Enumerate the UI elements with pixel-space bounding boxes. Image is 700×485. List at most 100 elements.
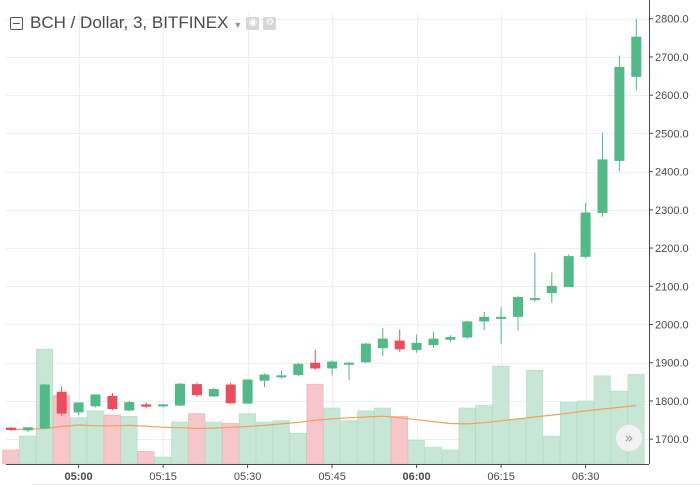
candle — [597, 132, 608, 217]
candle — [496, 307, 507, 344]
candle-body — [360, 343, 371, 363]
candle-body — [6, 427, 16, 430]
candle-body — [614, 66, 625, 161]
candle — [259, 373, 270, 388]
moving-average-line — [10, 404, 637, 431]
candle — [614, 55, 625, 172]
collapse-legend-icon[interactable] — [10, 16, 23, 30]
candle-body — [208, 389, 219, 397]
candle — [563, 254, 574, 288]
volume-bar — [593, 375, 611, 465]
chevron-down-icon[interactable]: ▼ — [233, 19, 243, 30]
candle-body — [310, 362, 321, 369]
candle-body — [259, 374, 270, 381]
candle-body — [22, 427, 33, 431]
candle-body — [242, 379, 253, 404]
candle — [360, 342, 371, 364]
volume-bar — [137, 451, 155, 465]
candle — [73, 402, 84, 416]
candle-body — [411, 342, 422, 351]
candle — [428, 332, 439, 348]
scroll-to-realtime-button[interactable]: » — [615, 424, 643, 452]
candle — [56, 386, 67, 417]
candle — [344, 361, 354, 380]
candle — [445, 335, 456, 342]
candle-body — [580, 212, 591, 257]
visibility-eye-icon[interactable]: ◉ — [246, 16, 260, 30]
candle — [22, 426, 33, 433]
volume-bar — [492, 365, 510, 465]
price-tick-label: 1800.0 — [655, 396, 689, 408]
candle-body — [276, 375, 287, 378]
candles — [6, 18, 642, 433]
volume-bar — [221, 423, 239, 465]
candle — [124, 400, 135, 412]
price-tick-label: 2100.0 — [655, 281, 689, 293]
candle — [377, 327, 388, 356]
volume-bar — [120, 416, 138, 465]
candle — [158, 404, 169, 408]
volume-bar — [306, 383, 324, 465]
volume-bar — [188, 413, 206, 465]
candle — [327, 360, 338, 376]
volume-bar — [458, 407, 476, 465]
grid-lines — [6, 13, 649, 464]
time-tick-label: 05:15 — [149, 471, 177, 483]
candle-body — [546, 285, 557, 294]
time-axis: 05:00 05:15 05:30 05:45 06:00 06:15 06:30 — [6, 464, 649, 483]
price-tick-label: 1700.0 — [655, 434, 689, 446]
volume-bar — [543, 435, 561, 465]
price-tick-label: 1900.0 — [655, 358, 689, 370]
price-tick-label: 2000.0 — [655, 319, 689, 331]
candle — [580, 202, 591, 259]
candle-body — [73, 402, 84, 413]
candle-body — [462, 321, 473, 338]
volume-bar — [357, 410, 375, 465]
volume-bar — [238, 413, 256, 465]
volume-bar — [2, 449, 20, 465]
candle-body — [39, 384, 50, 429]
candle-body — [225, 384, 236, 404]
candle — [225, 382, 236, 404]
candle-body — [191, 384, 202, 396]
candle-body — [107, 395, 118, 409]
volume-bar — [424, 446, 442, 465]
candle — [90, 394, 101, 408]
candle — [462, 320, 473, 339]
candle — [39, 383, 50, 430]
candle-body — [141, 404, 152, 407]
candle-body — [124, 402, 135, 411]
candle — [546, 272, 557, 303]
volume-bar — [340, 420, 358, 465]
candle-body — [377, 338, 388, 349]
candle-body — [445, 337, 456, 340]
volume-bar — [289, 432, 307, 465]
candle — [529, 252, 540, 302]
volume-bar — [323, 407, 341, 465]
price-tick-label: 2300.0 — [655, 205, 689, 217]
candle-body — [496, 316, 507, 319]
volume-bar — [272, 420, 290, 465]
chart-legend: BCH / Dollar, 3, BITFINEX ▼ ◉ ⚙ — [10, 12, 277, 34]
price-tick-label: 2600.0 — [655, 90, 689, 102]
volume-bar — [154, 456, 172, 465]
volume-bar — [559, 402, 577, 465]
candle-body — [175, 383, 185, 406]
candle — [293, 362, 304, 377]
price-axis: 1700.0 1800.0 1900.0 2000.0 2100.0 2200.0 2300… — [649, 0, 689, 464]
candle — [6, 426, 16, 432]
candle — [479, 311, 490, 331]
candle-body — [479, 316, 490, 322]
time-tick-label: 05:00 — [65, 471, 93, 483]
time-tick-label: 05:45 — [318, 471, 346, 483]
candle — [411, 334, 422, 353]
volume-bar — [103, 414, 121, 465]
candle-body — [327, 361, 338, 369]
candle-body — [158, 404, 169, 407]
candle — [310, 349, 321, 370]
candle — [242, 379, 253, 404]
settings-gear-icon[interactable]: ⚙ — [263, 16, 277, 30]
candle — [276, 370, 287, 379]
price-tick-label: 2700.0 — [655, 52, 689, 64]
